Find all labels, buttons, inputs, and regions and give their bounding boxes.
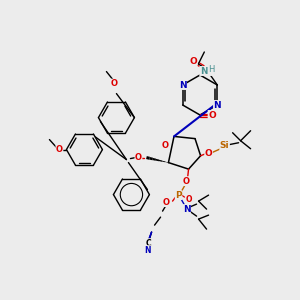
Text: C: C: [146, 238, 152, 247]
Text: O: O: [111, 79, 118, 88]
Text: O: O: [189, 56, 197, 65]
Text: N: N: [214, 100, 221, 109]
Text: P: P: [175, 190, 182, 200]
Text: O: O: [185, 195, 192, 204]
Text: Si: Si: [220, 141, 230, 150]
Text: O: O: [183, 177, 190, 186]
Text: O: O: [163, 198, 170, 207]
Text: NH: NH: [200, 67, 215, 76]
Text: O: O: [56, 145, 63, 154]
Text: O: O: [205, 149, 212, 158]
Text: O: O: [162, 141, 169, 150]
Text: H: H: [208, 65, 214, 74]
Text: N: N: [179, 80, 187, 89]
Text: O: O: [135, 153, 142, 162]
Text: N: N: [183, 205, 190, 214]
Text: O: O: [208, 110, 216, 119]
Text: N: N: [144, 246, 151, 255]
